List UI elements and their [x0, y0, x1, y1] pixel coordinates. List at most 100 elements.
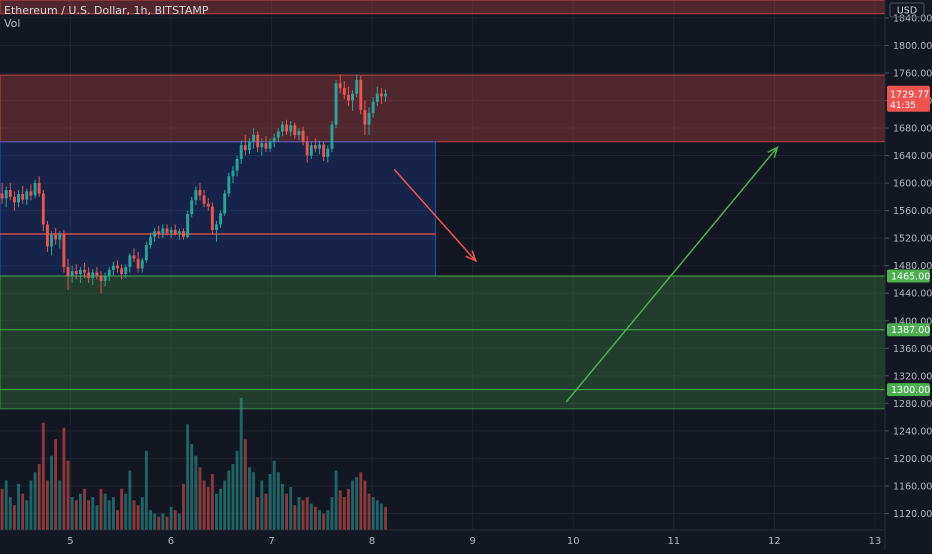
volume-bar — [338, 490, 342, 530]
candle-body — [161, 228, 165, 235]
candle-body — [169, 229, 173, 233]
candle-body — [268, 141, 272, 149]
volume-bar — [124, 493, 128, 530]
candle-body — [351, 93, 354, 101]
volume-bar — [384, 506, 387, 530]
volume-bar — [37, 464, 41, 530]
volume-bar — [281, 483, 284, 530]
volume-bar — [264, 493, 268, 530]
volume-bar — [120, 488, 124, 530]
volume-bar — [272, 460, 276, 530]
volume-bar — [144, 450, 148, 530]
volume-bar — [227, 470, 231, 530]
volume-bar — [177, 513, 181, 530]
volume-bar — [235, 450, 239, 530]
candle-body — [4, 189, 8, 199]
candle-body — [165, 228, 169, 233]
level-badge-label: 1300.00 — [891, 385, 930, 396]
candle-body — [78, 269, 82, 274]
candle-body — [157, 231, 161, 235]
volume-bar — [103, 493, 107, 530]
candle-body — [289, 125, 293, 132]
candle-body — [120, 268, 124, 274]
volume-bar — [173, 510, 177, 530]
candle-body — [124, 267, 128, 274]
candle-body — [202, 195, 206, 204]
volume-bar — [215, 493, 218, 530]
last-price-badge — [887, 85, 930, 112]
price-tick-label: 1840.00 — [893, 13, 932, 24]
volume-bar — [243, 439, 247, 530]
volume-bar — [297, 497, 301, 530]
candle-body — [338, 83, 342, 89]
price-tick-label: 1360.00 — [893, 344, 932, 355]
volume-bar — [375, 500, 379, 530]
candle-body — [136, 258, 140, 269]
price-tick-label: 1440.00 — [893, 289, 932, 300]
time-tick-label: 8 — [369, 536, 375, 547]
candle-body — [62, 234, 66, 268]
candle-body — [342, 88, 346, 95]
volume-bar — [260, 480, 264, 530]
volume-bar — [223, 480, 227, 530]
currency-label: USD — [897, 6, 917, 17]
volume-bar — [70, 497, 74, 530]
candle-body — [17, 194, 20, 203]
candle-body — [293, 125, 297, 135]
volume-bar — [95, 505, 99, 530]
volume-bar — [194, 455, 198, 530]
price-tick-label: 1760.00 — [893, 68, 932, 79]
candle-body — [318, 144, 321, 149]
down-arrow — [393, 168, 477, 262]
volume-bar — [128, 470, 132, 530]
volume-bar — [99, 488, 103, 530]
price-tick-label: 1600.00 — [893, 179, 932, 190]
candle-body — [173, 229, 177, 235]
candle-body — [132, 255, 136, 259]
volume-bar — [363, 480, 367, 530]
volume-bar — [334, 470, 338, 530]
volume-bar — [309, 503, 313, 530]
candle-body — [235, 159, 239, 171]
time-axis[interactable]: 5 6 7 8 9 10 11 12 13 — [0, 529, 885, 547]
zone-resistance — [0, 74, 886, 143]
level-badge — [887, 383, 930, 397]
candle-body — [384, 93, 387, 97]
candle-body — [379, 93, 383, 97]
up-arrow — [565, 146, 778, 403]
level-badge-label: 1387.00 — [891, 325, 930, 336]
volume-bar — [219, 488, 223, 530]
candle-body — [54, 234, 58, 240]
volume-bar — [342, 497, 346, 530]
volume-bar — [41, 422, 45, 530]
volume-bar — [326, 510, 330, 530]
candle-body — [363, 110, 367, 125]
candle-body — [346, 94, 350, 101]
volume-bar — [161, 513, 165, 530]
level-badge-label: 1465.00 — [891, 272, 930, 283]
candle-body — [198, 189, 202, 196]
candle-body — [103, 276, 107, 281]
volume-bar — [4, 480, 8, 530]
volume-bar — [313, 506, 317, 530]
price-tick-label: 1320.00 — [893, 371, 932, 382]
candle-body — [206, 203, 210, 207]
volume-bar — [87, 500, 91, 530]
candle-body — [182, 231, 185, 237]
down-arrow-head — [465, 250, 477, 263]
volume-bar — [25, 500, 29, 530]
candle-body — [190, 200, 194, 215]
candle-body — [260, 143, 264, 148]
volume-bar — [186, 424, 190, 530]
volume-bar — [169, 506, 173, 530]
volume-bar — [12, 505, 16, 530]
volume-bar — [351, 480, 354, 530]
volume-bar — [149, 510, 152, 530]
volume-bar — [252, 472, 256, 530]
grid-lines — [0, 0, 885, 530]
zone-blue — [0, 141, 436, 277]
candle-body — [50, 234, 53, 247]
volume-bar — [54, 439, 58, 530]
